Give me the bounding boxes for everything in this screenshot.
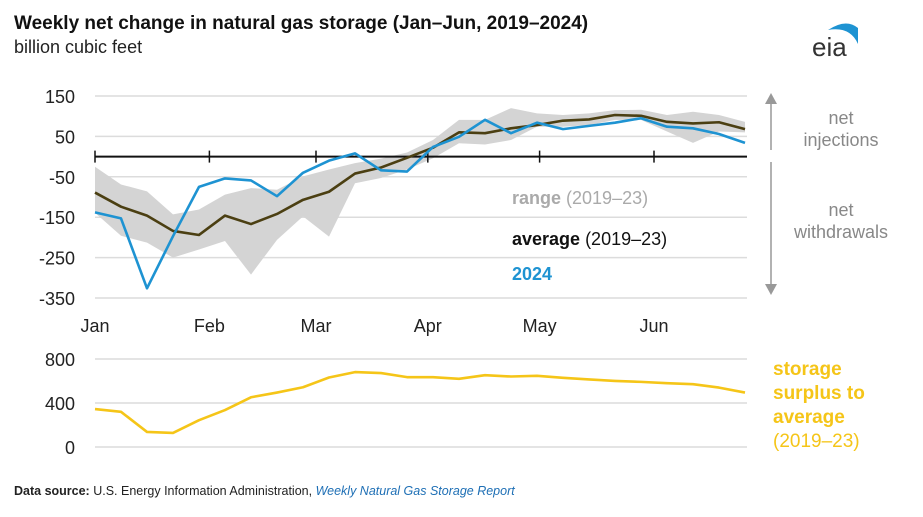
- footer-source: U.S. Energy Information Administration,: [93, 484, 313, 498]
- net-withdrawals-label: net: [828, 200, 853, 220]
- net-withdrawals-label: withdrawals: [793, 222, 888, 242]
- surplus-line: [94, 370, 746, 435]
- chart-subtitle: billion cubic feet: [14, 37, 143, 57]
- y-tick-label: -350: [39, 289, 75, 309]
- y-tick-label: -50: [49, 168, 75, 188]
- net-injections-label: net: [828, 108, 853, 128]
- chart-title: Weekly net change in natural gas storage…: [14, 13, 589, 34]
- line-2024: [94, 116, 746, 290]
- surplus-label: storage: [773, 359, 842, 380]
- logo-text: eia: [812, 32, 847, 62]
- legend-label: 2024: [512, 264, 552, 284]
- up-arrow-icon: [765, 93, 777, 104]
- legend-item: 2024: [512, 264, 552, 284]
- x-tick-label: Feb: [194, 316, 225, 336]
- logo-swoosh-icon: [828, 23, 858, 44]
- y-tick-label: 150: [45, 87, 75, 107]
- legend-years: (2019–23): [561, 188, 648, 208]
- x-tick-label: Mar: [301, 316, 332, 336]
- y-tick-label: 800: [45, 350, 75, 370]
- y-tick-label: -250: [39, 249, 75, 269]
- x-tick-label: Jan: [80, 316, 109, 336]
- net-injections-label: injections: [803, 130, 878, 150]
- surplus-label: (2019–23): [773, 431, 860, 452]
- footer: Data source: U.S. Energy Information Adm…: [14, 484, 515, 498]
- x-tick-label: Apr: [414, 316, 442, 336]
- legend-years: (2019–23): [580, 229, 667, 249]
- x-tick-label: Jun: [639, 316, 668, 336]
- eia-logo: eia: [812, 23, 858, 62]
- down-arrow-icon: [765, 284, 777, 295]
- y-tick-label: -150: [39, 208, 75, 228]
- footer-report-link[interactable]: Weekly Natural Gas Storage Report: [315, 484, 515, 498]
- legend-label: average: [512, 229, 580, 249]
- range-band: [95, 108, 745, 275]
- y-tick-label: 400: [45, 394, 75, 414]
- x-tick-label: May: [523, 316, 557, 336]
- legend-item: average (2019–23): [512, 229, 667, 249]
- legend-label: range: [512, 188, 561, 208]
- legend-item: range (2019–23): [512, 188, 648, 208]
- average-line: [94, 113, 746, 237]
- surplus-label: surplus to: [773, 383, 865, 404]
- surplus-label: average: [773, 407, 845, 428]
- footer-label: Data source:: [14, 484, 90, 498]
- y-tick-label: 50: [55, 127, 75, 147]
- y-tick-label: 0: [65, 438, 75, 458]
